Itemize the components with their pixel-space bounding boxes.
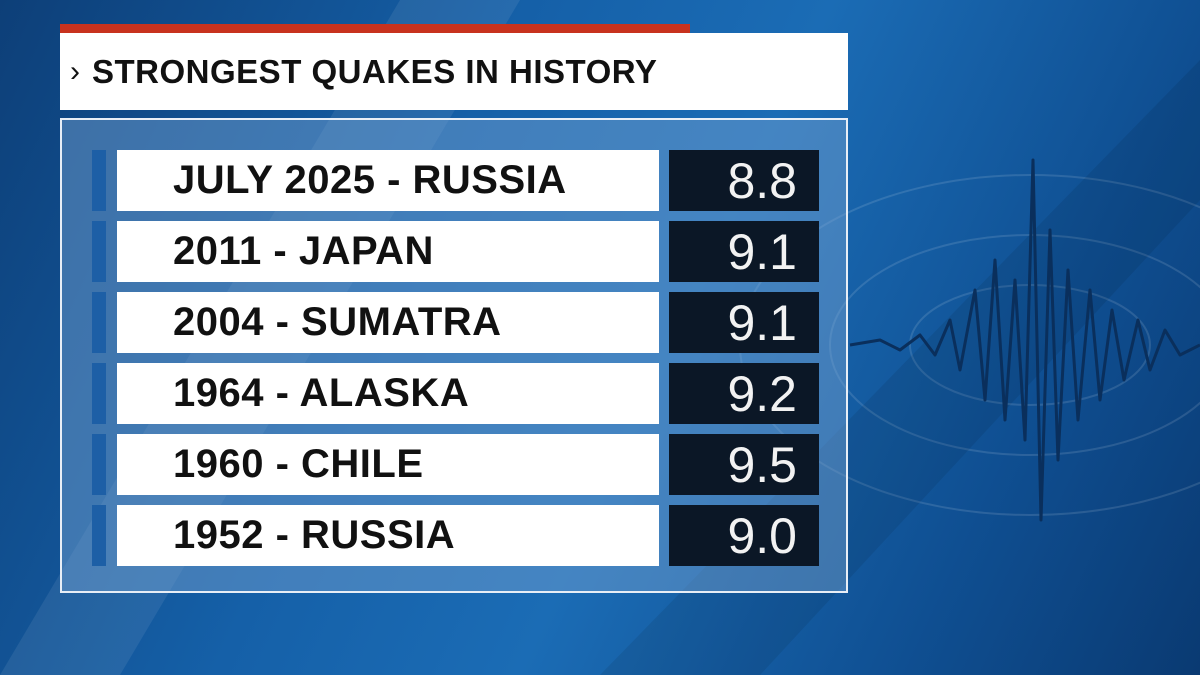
- table-row: 2004 - SUMATRA 9.1: [92, 292, 820, 353]
- magnitude: 9.1: [669, 221, 819, 282]
- row-accent: [92, 150, 106, 211]
- magnitude: 9.0: [669, 505, 819, 566]
- quake-label: 1964 - ALASKA: [117, 363, 659, 424]
- quake-label: 1952 - RUSSIA: [117, 505, 659, 566]
- magnitude: 9.2: [669, 363, 819, 424]
- magnitude: 8.8: [669, 150, 819, 211]
- table-row: 1960 - CHILE 9.5: [92, 434, 820, 495]
- row-accent: [92, 434, 106, 495]
- title: STRONGEST QUAKES IN HISTORY: [92, 52, 658, 90]
- table-row: 2011 - JAPAN 9.1: [92, 221, 820, 282]
- magnitude: 9.5: [669, 434, 819, 495]
- quake-label: 2004 - SUMATRA: [117, 292, 659, 353]
- row-accent: [92, 292, 106, 353]
- table-row: 1964 - ALASKA 9.2: [92, 363, 820, 424]
- row-accent: [92, 221, 106, 282]
- accent-bar: [60, 24, 690, 33]
- chevron-icon: ›: [70, 54, 80, 88]
- quake-label: 2011 - JAPAN: [117, 221, 659, 282]
- row-accent: [92, 505, 106, 566]
- table-row: JULY 2025 - RUSSIA 8.8: [92, 150, 820, 211]
- quake-label: JULY 2025 - RUSSIA: [117, 150, 659, 211]
- table-row: 1952 - RUSSIA 9.0: [92, 505, 820, 566]
- table: JULY 2025 - RUSSIA 8.8 2011 - JAPAN 9.1 2004…: [60, 118, 848, 593]
- quake-label: 1960 - CHILE: [117, 434, 659, 495]
- row-accent: [92, 363, 106, 424]
- title-bar: › STRONGEST QUAKES IN HISTORY: [60, 33, 848, 110]
- magnitude: 9.1: [669, 292, 819, 353]
